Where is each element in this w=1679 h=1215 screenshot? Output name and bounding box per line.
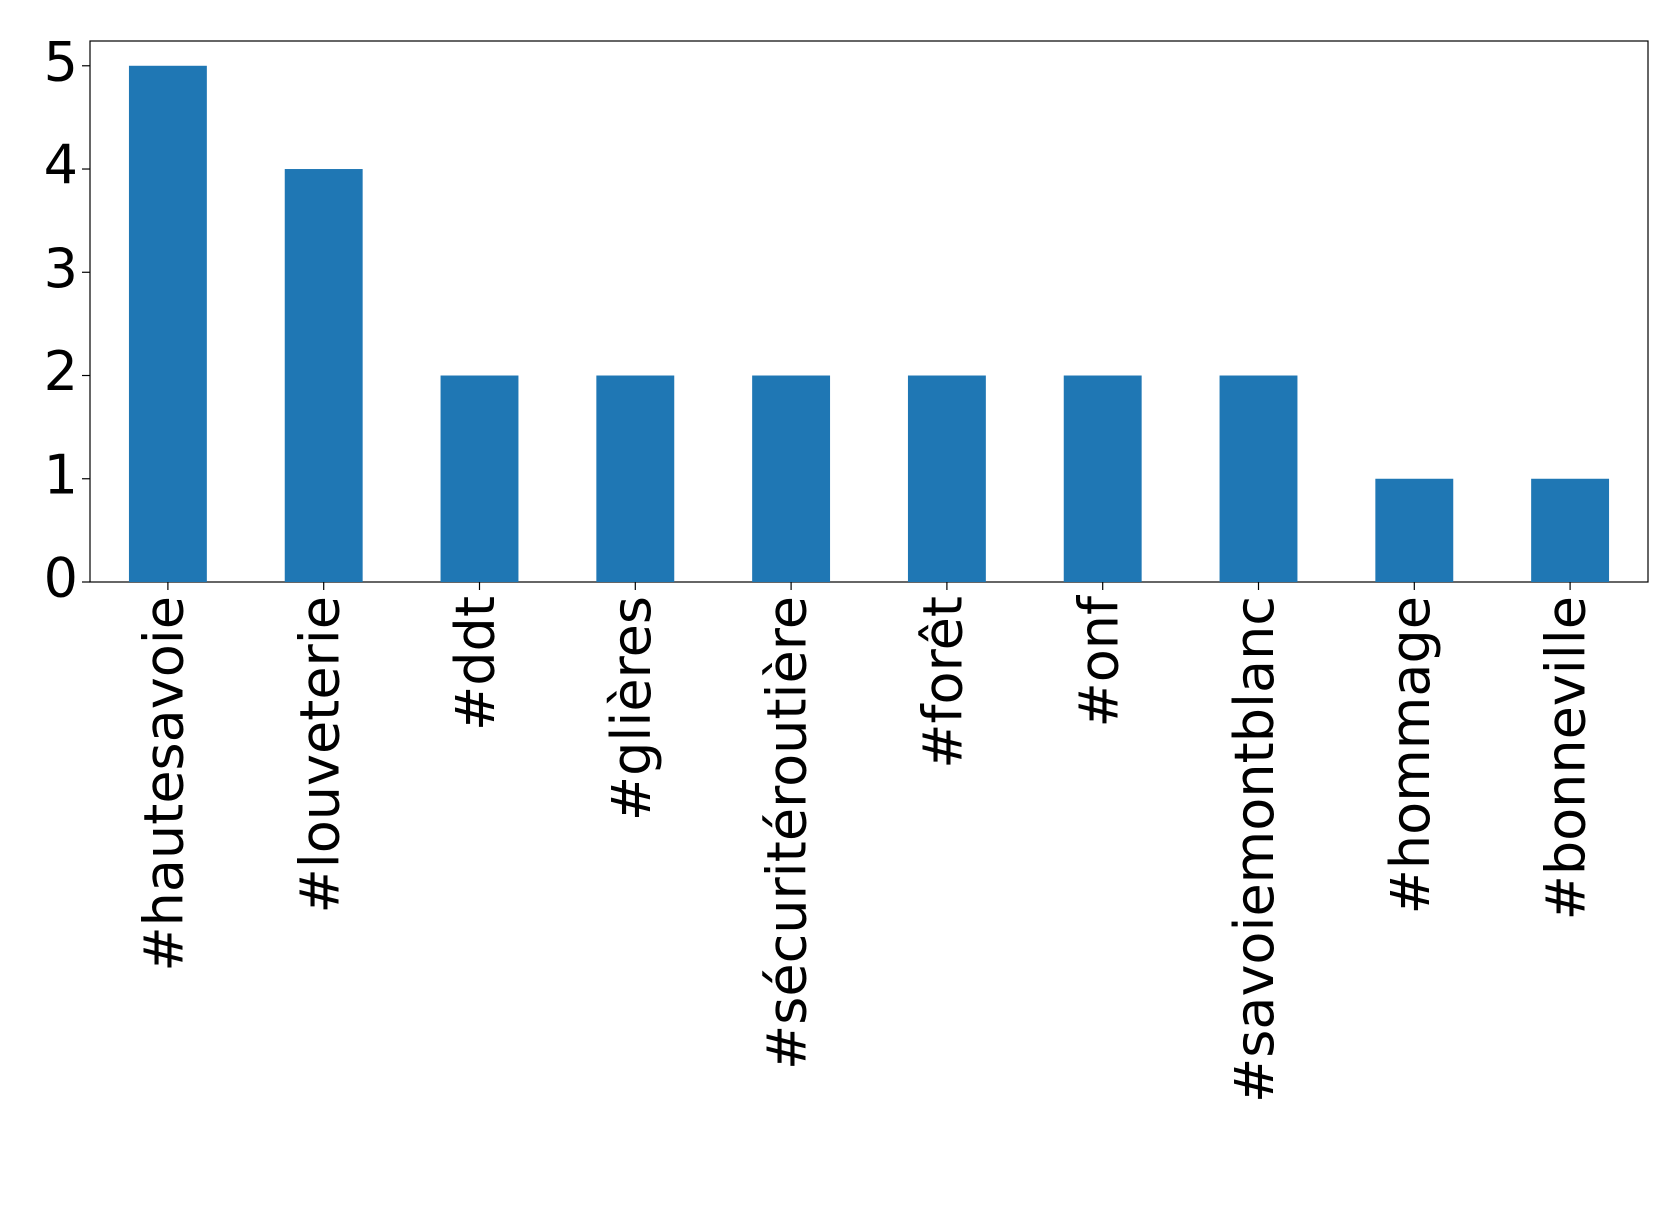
y-tick-label: 4	[44, 134, 78, 197]
bar	[596, 375, 675, 582]
x-tick-label: #onf	[1067, 594, 1130, 728]
x-tick-label: #bonneville	[1535, 596, 1598, 920]
x-tick-label: #forêt	[912, 596, 975, 769]
x-tick-label: #sécuritéroutière	[756, 596, 819, 1070]
bar	[128, 65, 207, 582]
bar	[440, 375, 519, 582]
x-tick-label: #hommage	[1379, 596, 1442, 914]
bar	[1219, 375, 1298, 582]
y-tick-label: 1	[44, 443, 78, 506]
bar	[1375, 478, 1454, 582]
y-tick-label: 3	[44, 237, 78, 300]
bar	[1531, 478, 1610, 582]
x-tick-label: #savoiemontblanc	[1223, 596, 1286, 1103]
y-tick-label: 2	[44, 340, 78, 403]
x-tick-label: #glières	[600, 596, 663, 821]
bar	[284, 169, 363, 583]
bar	[1063, 375, 1142, 582]
y-tick-label: 5	[44, 30, 78, 93]
bar	[752, 375, 831, 582]
x-tick-label: #hautesavoie	[133, 596, 196, 972]
y-tick-label: 0	[44, 547, 78, 610]
plot-frame	[89, 40, 1649, 583]
x-tick-label: #louveterie	[288, 596, 351, 914]
x-tick-label: #ddt	[444, 596, 507, 731]
bar	[907, 375, 986, 582]
